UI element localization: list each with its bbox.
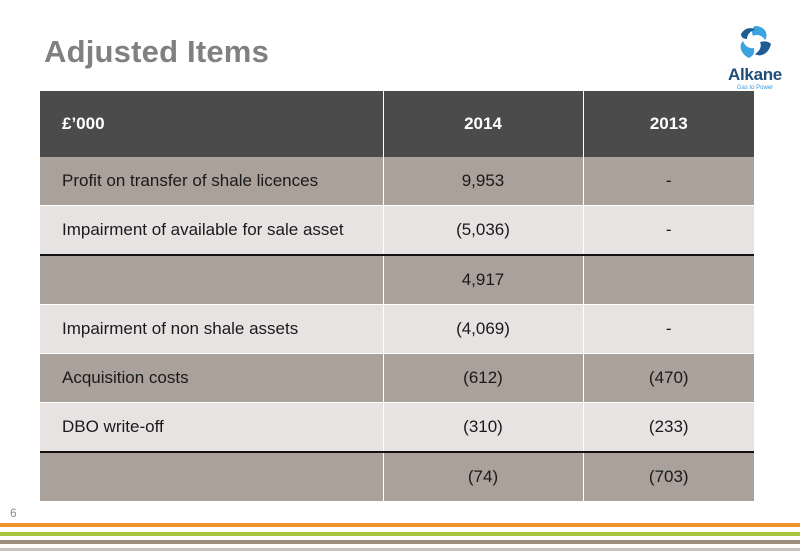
cell-2013: - [582, 205, 754, 255]
cell-2014: (5,036) [382, 205, 583, 255]
cell-2014: 9,953 [382, 157, 583, 206]
row-label [40, 254, 383, 305]
adjusted-items-table: £’000 2014 2013 Profit on transfer of sh… [40, 91, 754, 501]
column-header-2014: 2014 [382, 91, 583, 157]
subtotal-row: 4,917 [40, 254, 754, 305]
cell-2014: (310) [382, 402, 583, 452]
footer-stripe-orange [0, 523, 800, 527]
slide-title: Adjusted Items [44, 34, 270, 69]
table-header-row: £’000 2014 2013 [40, 91, 754, 157]
footer-stripe-grey [0, 548, 800, 551]
table-row: Profit on transfer of shale licences 9,9… [40, 157, 754, 206]
cell-2014: 4,917 [382, 254, 583, 305]
table-row: Impairment of available for sale asset (… [40, 205, 754, 255]
row-label: Acquisition costs [40, 353, 383, 403]
table-row: Impairment of non shale assets (4,069) - [40, 304, 754, 354]
logo-tagline: Gas to Power [736, 85, 774, 91]
cell-2014: (74) [382, 451, 583, 501]
column-header-2013: 2013 [582, 91, 754, 157]
row-label: DBO write-off [40, 402, 383, 452]
footer-stripe-green [0, 532, 800, 536]
table-row: DBO write-off (310) (233) [40, 402, 754, 452]
row-label [40, 451, 383, 501]
alkane-swirl-logo-icon [740, 26, 771, 58]
table-row: Acquisition costs (612) (470) [40, 353, 754, 403]
footer-stripe-taupe [0, 540, 800, 544]
logo-name: Alkane [728, 65, 782, 84]
cell-2014: (4,069) [382, 304, 583, 354]
column-header-units: £’000 [40, 91, 383, 157]
cell-2013: - [582, 157, 754, 206]
cell-2013: - [582, 304, 754, 354]
row-label: Impairment of available for sale asset [40, 205, 383, 255]
cell-2014: (612) [382, 353, 583, 403]
alkane-logo: Alkane Gas to Power [720, 22, 790, 92]
cell-2013: (233) [582, 402, 754, 452]
row-label: Profit on transfer of shale licences [40, 157, 383, 206]
page-number: 6 [10, 506, 17, 520]
row-label: Impairment of non shale assets [40, 304, 383, 354]
cell-2013: (703) [582, 451, 754, 501]
cell-2013 [582, 254, 754, 305]
cell-2013: (470) [582, 353, 754, 403]
total-row: (74) (703) [40, 451, 754, 501]
